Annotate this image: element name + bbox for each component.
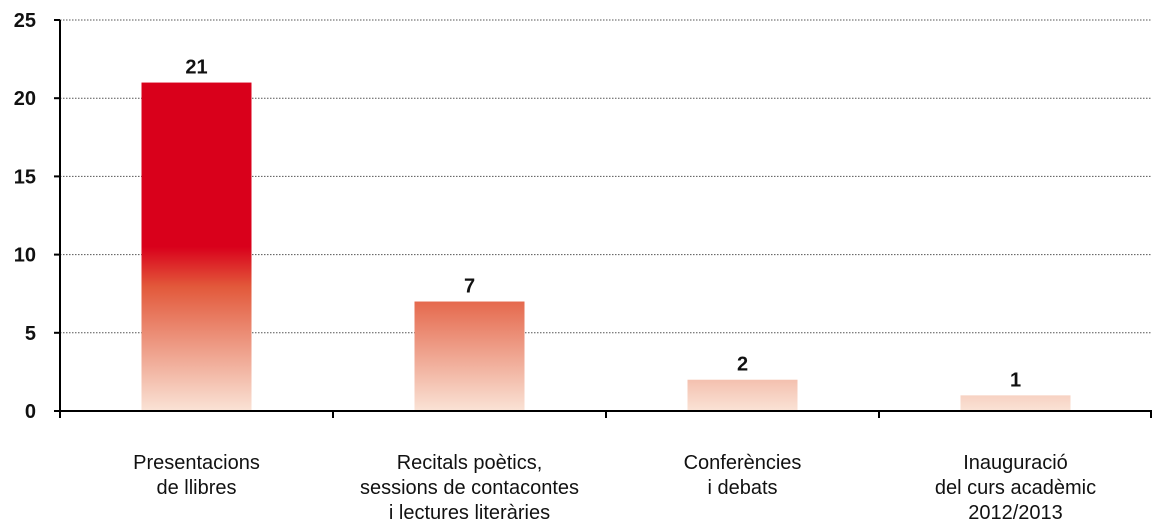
y-tick-label: 25 <box>14 10 36 32</box>
category-label: Conferències i debats <box>684 452 802 499</box>
axes <box>54 20 1152 418</box>
bar <box>414 301 525 411</box>
category-label: Recitals poètics, sessions de contacontes… <box>360 452 579 524</box>
y-tick-label: 15 <box>14 166 36 188</box>
bar <box>141 82 252 411</box>
y-tick-label: 10 <box>14 245 36 267</box>
bars <box>141 82 1071 411</box>
data-label: 1 <box>1010 369 1021 391</box>
data-label: 21 <box>185 57 207 79</box>
category-labels: Presentacions de llibres Recitals poètics,… <box>133 452 1096 524</box>
y-tick-label: 5 <box>25 323 36 345</box>
data-label: 7 <box>464 276 475 298</box>
data-label: 2 <box>737 354 748 376</box>
category-label: Presentacions de llibres <box>133 452 260 499</box>
category-label: Inauguració del curs acadèmic 2012/2013 <box>935 452 1096 524</box>
y-tick-label: 0 <box>25 401 36 423</box>
bar <box>687 379 798 411</box>
bar <box>960 395 1071 411</box>
grid-lines <box>54 19 1152 412</box>
y-tick-labels: 0 5 10 15 20 25 <box>14 10 36 423</box>
y-tick-label: 20 <box>14 88 36 110</box>
